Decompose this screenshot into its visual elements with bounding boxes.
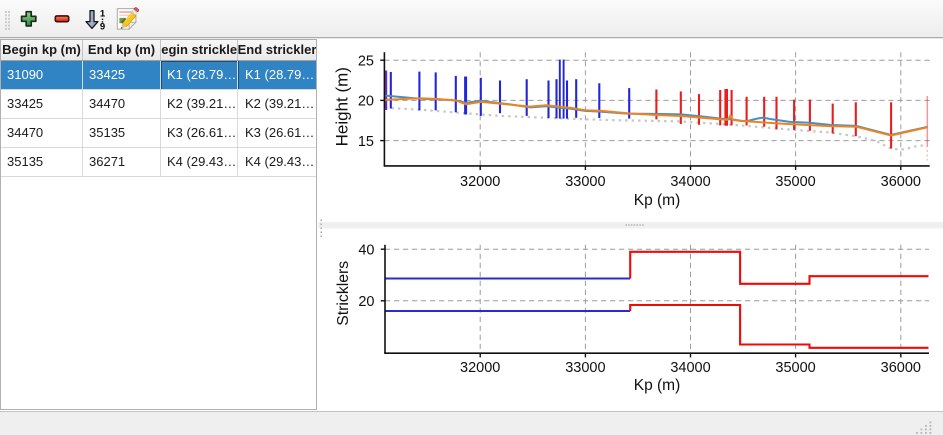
svg-text:33000: 33000	[565, 174, 605, 190]
svg-text:40: 40	[358, 243, 374, 259]
svg-text:Kp (m): Kp (m)	[634, 192, 681, 209]
svg-text:9: 9	[100, 22, 105, 33]
svg-text:34000: 34000	[670, 360, 710, 376]
svg-text:36000: 36000	[881, 360, 921, 376]
svg-text:33000: 33000	[565, 360, 605, 376]
svg-text:32000: 32000	[460, 174, 500, 190]
svg-text:35000: 35000	[775, 174, 815, 190]
svg-text:Height (m): Height (m)	[332, 67, 351, 146]
svg-text:Kp (m): Kp (m)	[634, 377, 681, 394]
svg-text:1: 1	[100, 8, 106, 19]
svg-text:36000: 36000	[881, 174, 921, 190]
svg-text:32000: 32000	[460, 360, 500, 376]
svg-text:Stricklers: Stricklers	[335, 261, 352, 326]
svg-text:25: 25	[358, 53, 374, 69]
svg-text:15: 15	[358, 134, 374, 150]
svg-text:34000: 34000	[670, 174, 710, 190]
svg-text:20: 20	[358, 294, 374, 310]
svg-text:20: 20	[358, 94, 374, 110]
svg-text:35000: 35000	[775, 360, 815, 376]
